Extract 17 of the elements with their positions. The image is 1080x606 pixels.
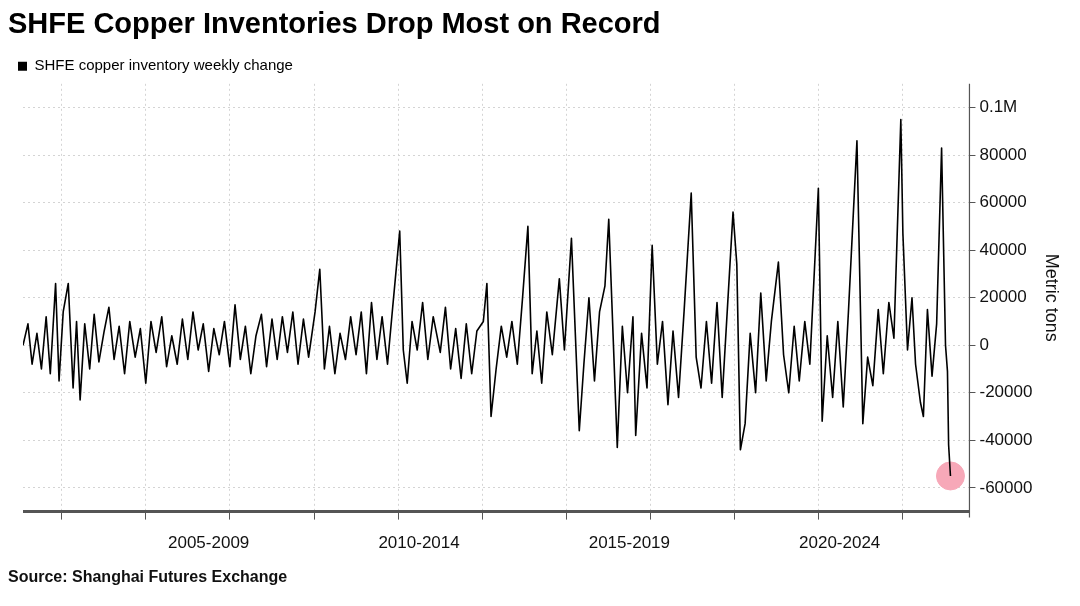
source-note: Source: Shanghai Futures Exchange [8, 568, 289, 586]
y-tick-label: 20000 [979, 287, 1027, 307]
y-tick-label: 40000 [979, 239, 1027, 259]
y-tick-label: -20000 [979, 382, 1033, 402]
x-tick-label: 2010-2014 [378, 533, 460, 553]
legend-label: SHFE copper inventory weekly change [34, 56, 293, 74]
y-tick-label: 80000 [979, 144, 1027, 164]
chart-title: SHFE Copper Inventories Drop Most on Record [8, 7, 661, 40]
x-tick-label: 2005-2009 [168, 533, 250, 553]
x-tick-label: 2015-2019 [588, 533, 671, 553]
y-tick-label: 0.1M [979, 97, 1018, 117]
y-tick-label: 60000 [979, 192, 1027, 212]
y-tick-label: -60000 [979, 477, 1033, 497]
y-tick-label: 0 [979, 334, 989, 354]
y-axis-title: Metric tons [1042, 253, 1063, 342]
y-tick-label: -40000 [979, 429, 1033, 449]
x-tick-label: 2020-2024 [799, 533, 881, 553]
